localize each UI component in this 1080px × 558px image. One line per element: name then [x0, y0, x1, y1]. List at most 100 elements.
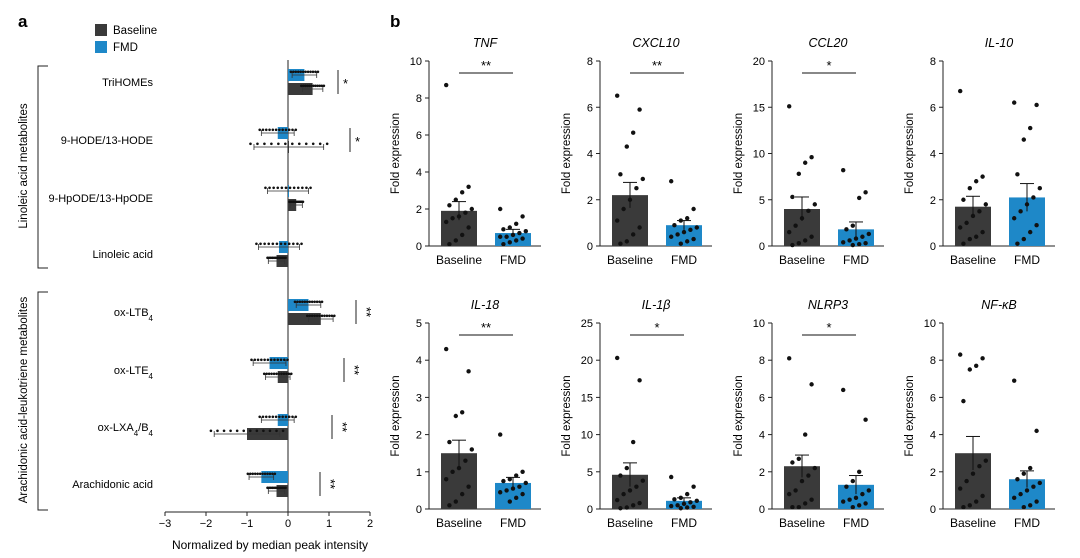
data-point [1012, 495, 1017, 501]
data-point [980, 229, 985, 235]
data-point [624, 505, 629, 510]
category-label: TriHOMEs [102, 77, 153, 89]
significance-label: ** [335, 422, 350, 432]
y-tick-label: 0 [930, 504, 936, 516]
data-point [304, 70, 307, 74]
data-point [315, 300, 319, 304]
data-point [273, 358, 276, 362]
data-point [283, 242, 287, 246]
data-point [276, 186, 280, 190]
data-point [672, 497, 677, 502]
legend-fmd-label: FMD [113, 42, 138, 54]
data-point [287, 128, 291, 132]
x-category-label: Baseline [607, 516, 653, 530]
data-point [637, 378, 642, 383]
data-point [618, 241, 623, 246]
data-point [275, 242, 279, 246]
data-point [285, 372, 288, 376]
data-point [510, 486, 516, 491]
data-point [850, 478, 855, 484]
data-point [278, 128, 281, 132]
data-point [447, 203, 452, 208]
y-axis-label: Fold expression [733, 375, 745, 456]
data-point [860, 234, 865, 239]
data-point [246, 472, 250, 476]
data-point [787, 104, 792, 109]
data-point [980, 493, 985, 499]
data-point [306, 84, 309, 88]
group-label-linoleic: Linoleic acid metabolites [18, 103, 30, 229]
x-tick-label: −1 [241, 518, 254, 530]
data-point [275, 429, 278, 433]
data-point [631, 232, 636, 237]
significance-label: ** [359, 307, 374, 317]
data-point [498, 234, 503, 239]
y-tick-label: 0 [587, 241, 593, 253]
data-point [681, 229, 687, 235]
subplot-title: IL-1β [642, 298, 671, 312]
data-point [621, 491, 626, 497]
data-point [277, 142, 280, 146]
data-point [320, 84, 324, 88]
data-point [296, 70, 300, 74]
data-point [847, 238, 852, 243]
data-point [305, 300, 309, 304]
data-point [294, 415, 298, 419]
data-point [514, 473, 519, 478]
data-point [320, 314, 324, 318]
data-point [1034, 428, 1039, 434]
data-point [274, 128, 278, 132]
data-point [850, 242, 855, 248]
data-point [627, 488, 633, 493]
data-point [974, 234, 979, 239]
data-point [809, 234, 814, 239]
data-point [853, 236, 859, 241]
data-point [309, 70, 312, 74]
data-point [615, 93, 620, 98]
data-point [271, 242, 275, 246]
data-point [314, 70, 317, 74]
subplot-title: NLRP3 [808, 298, 848, 312]
data-point [466, 184, 471, 189]
y-tick-label: 0 [930, 241, 936, 253]
data-point [463, 458, 468, 463]
data-point [847, 497, 852, 502]
data-point [453, 197, 458, 202]
data-point [268, 429, 272, 433]
data-point [318, 300, 321, 304]
data-point [463, 210, 468, 215]
group-bracket-linoleic [37, 65, 48, 269]
data-point [520, 469, 525, 474]
data-point [333, 314, 336, 318]
x-category-label: FMD [671, 516, 697, 530]
data-point [444, 219, 449, 225]
data-point [263, 472, 267, 476]
y-axis-label: Fold expression [390, 375, 402, 456]
data-point [669, 234, 674, 239]
data-point [264, 128, 268, 132]
data-point [850, 223, 855, 228]
panel-a-label: a [18, 12, 28, 31]
panel-b-label: b [390, 12, 400, 31]
data-point [309, 186, 312, 190]
data-point [970, 213, 976, 219]
data-point [1031, 484, 1036, 489]
data-point [281, 415, 284, 419]
data-point [1021, 471, 1026, 476]
y-tick-label: 10 [753, 318, 765, 330]
data-point [297, 142, 301, 146]
data-point [970, 471, 976, 476]
data-point [256, 472, 259, 476]
data-point [790, 504, 795, 510]
data-point [286, 358, 289, 362]
data-point [318, 314, 321, 318]
data-point [268, 128, 271, 132]
data-point [310, 314, 314, 318]
y-tick-label: 2 [930, 195, 936, 207]
data-point [268, 415, 271, 419]
data-point [615, 497, 620, 503]
data-point [694, 498, 699, 504]
data-point [260, 358, 263, 362]
data-point [866, 488, 871, 493]
data-point [787, 491, 792, 497]
